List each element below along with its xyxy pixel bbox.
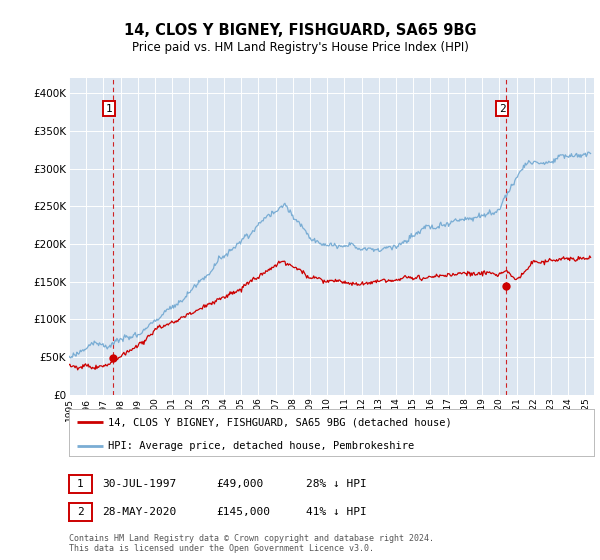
Text: 2: 2 <box>77 507 84 517</box>
Text: 2: 2 <box>499 104 505 114</box>
Text: £49,000: £49,000 <box>216 479 263 489</box>
Text: 41% ↓ HPI: 41% ↓ HPI <box>306 507 367 517</box>
Text: 14, CLOS Y BIGNEY, FISHGUARD, SA65 9BG (detached house): 14, CLOS Y BIGNEY, FISHGUARD, SA65 9BG (… <box>109 417 452 427</box>
Text: 30-JUL-1997: 30-JUL-1997 <box>102 479 176 489</box>
Text: Price paid vs. HM Land Registry's House Price Index (HPI): Price paid vs. HM Land Registry's House … <box>131 41 469 54</box>
Text: 1: 1 <box>106 104 112 114</box>
Text: 14, CLOS Y BIGNEY, FISHGUARD, SA65 9BG: 14, CLOS Y BIGNEY, FISHGUARD, SA65 9BG <box>124 24 476 38</box>
Text: £145,000: £145,000 <box>216 507 270 517</box>
Text: Contains HM Land Registry data © Crown copyright and database right 2024.
This d: Contains HM Land Registry data © Crown c… <box>69 534 434 553</box>
Text: 28-MAY-2020: 28-MAY-2020 <box>102 507 176 517</box>
Text: 1: 1 <box>77 479 84 489</box>
Text: HPI: Average price, detached house, Pembrokeshire: HPI: Average price, detached house, Pemb… <box>109 441 415 451</box>
Text: 28% ↓ HPI: 28% ↓ HPI <box>306 479 367 489</box>
